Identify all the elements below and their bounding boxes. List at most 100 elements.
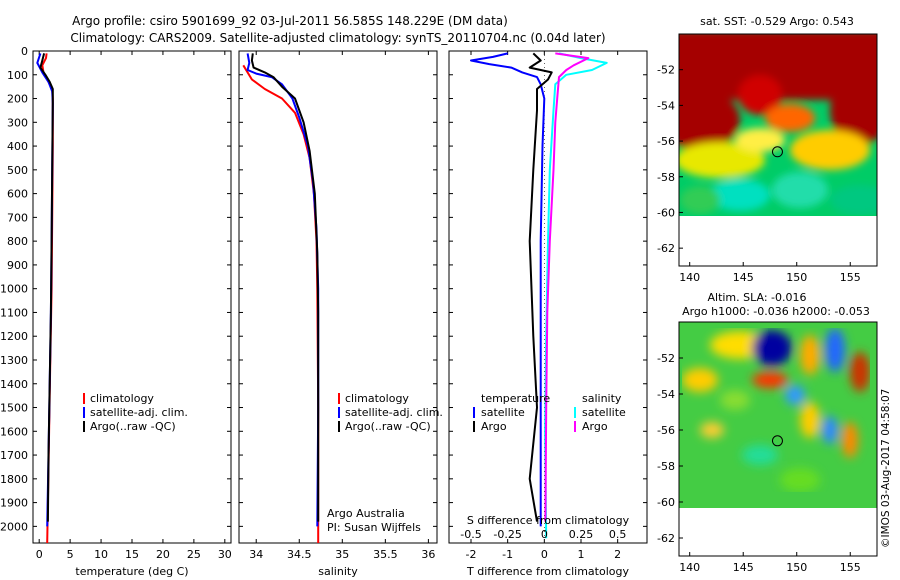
difference-plot-frame <box>448 50 648 544</box>
temperature-depth-axis: 0 100 200 300 400 500 600 700 800 900 1000 1100 1200… <box>0 45 28 533</box>
difference-x-tick-label: 1 <box>578 548 585 561</box>
depth-tick-label: 2000 <box>0 520 28 533</box>
depth-tick-label: 500 <box>7 164 28 177</box>
difference-legend-temperature: temperature <box>481 392 550 405</box>
depth-tick-label: 1500 <box>0 402 28 415</box>
map-y-tick-label: -62 <box>657 242 675 255</box>
sla-field <box>679 322 877 508</box>
difference-legend: temperature satellite Argo salinity sate… <box>473 392 626 433</box>
sst-map-title: sat. SST: -0.529 Argo: 0.543 <box>700 15 854 28</box>
difference-x-tick-label: 0 <box>541 548 548 561</box>
depth-tick-label: 1300 <box>0 354 28 367</box>
map-y-tick-label: -60 <box>657 206 675 219</box>
salinity-xlabel: salinity <box>318 565 358 578</box>
map-y-tick-label: -60 <box>657 496 675 509</box>
map-y-tick-label: -52 <box>657 352 675 365</box>
temperature-x-tick-label: 25 <box>187 548 201 561</box>
difference-x-tick-label: -1 <box>502 548 513 561</box>
depth-tick-label: 1400 <box>0 378 28 391</box>
difference-xlabel: T difference from climatology <box>466 565 629 578</box>
depth-tick-label: 1900 <box>0 497 28 510</box>
depth-tick-label: 1800 <box>0 473 28 486</box>
salinity-legend: climatology satellite-adj. clim. Argo(..… <box>338 392 443 433</box>
depth-tick-label: 900 <box>7 259 28 272</box>
map-x-tick-label: 145 <box>733 271 754 284</box>
depth-tick-label: 600 <box>7 188 28 201</box>
sst-map: sat. SST: -0.529 Argo: 0.543 140 145 150 15 <box>657 15 878 284</box>
difference-legend-salinity: salinity <box>582 392 622 405</box>
map-y-tick-label: -58 <box>657 460 675 473</box>
salinity-plot-frame <box>238 50 438 544</box>
temperature-xlabel: temperature (deg C) <box>75 565 188 578</box>
temperature-series-argo-raw-qc- <box>39 53 54 522</box>
salinity-legend-argo: Argo(..raw -QC) <box>345 420 431 433</box>
sla-map: Altim. SLA: -0.016 Argo h1000: -0.036 h2… <box>657 291 878 574</box>
difference-lines <box>449 50 647 543</box>
difference-legend-t-argo: Argo <box>481 420 507 433</box>
salinity-series-satellite-adj-clim- <box>246 53 320 527</box>
salinity-x-axis: 34 34.5 35 35.5 36 <box>249 51 435 561</box>
depth-tick-label: 1200 <box>0 330 28 343</box>
credit-argo-australia: Argo Australia <box>327 507 405 520</box>
map-y-tick-label: -58 <box>657 171 675 184</box>
difference-series-temperature-satellite <box>470 52 546 527</box>
salinity-x-tick-label: 35.5 <box>373 548 398 561</box>
map-y-tick-label: -54 <box>657 388 675 401</box>
temperature-x-tick-label: 5 <box>67 548 74 561</box>
temperature-legend-argo: Argo(..raw -QC) <box>90 420 176 433</box>
salinity-x-tick-label: 36 <box>421 548 435 561</box>
sst-map-axes: 140 145 150 155 -52 -54 -56 -58 -60 -62 <box>657 64 861 284</box>
salinity-difference-tick-label: 0 <box>541 528 548 541</box>
difference-legend-s-argo: Argo <box>582 420 608 433</box>
temperature-x-tick-label: 20 <box>156 548 170 561</box>
temperature-panel: 0100200300400500600700800900100011001200… <box>0 45 232 578</box>
difference-x-axis: -2 -1 0 1 2 <box>466 51 621 561</box>
depth-tick-label: 200 <box>7 93 28 106</box>
difference-x-tick-label: 2 <box>614 548 621 561</box>
temperature-x-tick-label: 30 <box>218 548 232 561</box>
depth-tick-label: 1600 <box>0 425 28 438</box>
imos-credit: ©IMOS 03-Aug-2017 04:58:07 <box>880 389 892 548</box>
sla-map-title-1: Altim. SLA: -0.016 <box>707 291 806 304</box>
difference-legend-t-sat: satellite <box>481 406 525 419</box>
map-y-tick-label: -52 <box>657 64 675 77</box>
depth-tick-label: 400 <box>7 140 28 153</box>
salinity-difference-tick-label: -0.25 <box>493 528 521 541</box>
salinity-x-tick-label: 34.5 <box>287 548 312 561</box>
depth-tick-label: 1000 <box>0 283 28 296</box>
salinity-difference-tick-labels: -0.5 -0.25 0 0.25 0.5 <box>460 528 626 541</box>
map-y-tick-label: -56 <box>657 424 675 437</box>
salinity-x-tick-label: 35 <box>335 548 349 561</box>
depth-tick-label: 300 <box>7 116 28 129</box>
header-line-2: Climatology: CARS2009. Satellite-adjuste… <box>70 31 605 45</box>
sla-map-title-2: Argo h1000: -0.036 h2000: -0.053 <box>682 305 870 318</box>
depth-tick-label: 1700 <box>0 449 28 462</box>
salinity-difference-tick-label: 0.5 <box>609 528 627 541</box>
salinity-legend-clim: climatology <box>345 392 409 405</box>
sst-map-frame <box>678 33 878 267</box>
depth-tick-label: 0 <box>21 45 28 58</box>
sla-argo-marker <box>771 435 783 447</box>
header-line-1: Argo profile: csiro 5901699_92 03-Jul-20… <box>72 14 508 28</box>
salinity-legend-sat: satellite-adj. clim. <box>345 406 443 419</box>
difference-x-tick-label: -2 <box>466 548 477 561</box>
map-y-tick-label: -54 <box>657 99 675 112</box>
map-x-tick-label: 155 <box>840 561 861 574</box>
temperature-legend-clim: climatology <box>90 392 154 405</box>
map-y-tick-label: -56 <box>657 135 675 148</box>
temperature-legend: climatology satellite-adj. clim. Argo(..… <box>83 392 188 433</box>
temperature-x-tick-label: 10 <box>94 548 108 561</box>
depth-tick-label: 800 <box>7 235 28 248</box>
map-x-tick-label: 145 <box>733 561 754 574</box>
salinity-series-argo-raw-qc- <box>250 53 320 522</box>
temperature-x-tick-label: 15 <box>125 548 139 561</box>
temperature-x-axis: 0 5 10 15 20 25 30 <box>36 51 232 561</box>
depth-tick-label: 1100 <box>0 306 28 319</box>
difference-legend-s-sat: satellite <box>582 406 626 419</box>
sst-argo-marker <box>771 146 783 158</box>
salinity-lines <box>239 50 437 543</box>
map-y-tick-label: -62 <box>657 532 675 545</box>
temperature-x-tick-label: 0 <box>36 548 43 561</box>
temperature-lines <box>33 50 231 544</box>
temperature-legend-sat: satellite-adj. clim. <box>90 406 188 419</box>
